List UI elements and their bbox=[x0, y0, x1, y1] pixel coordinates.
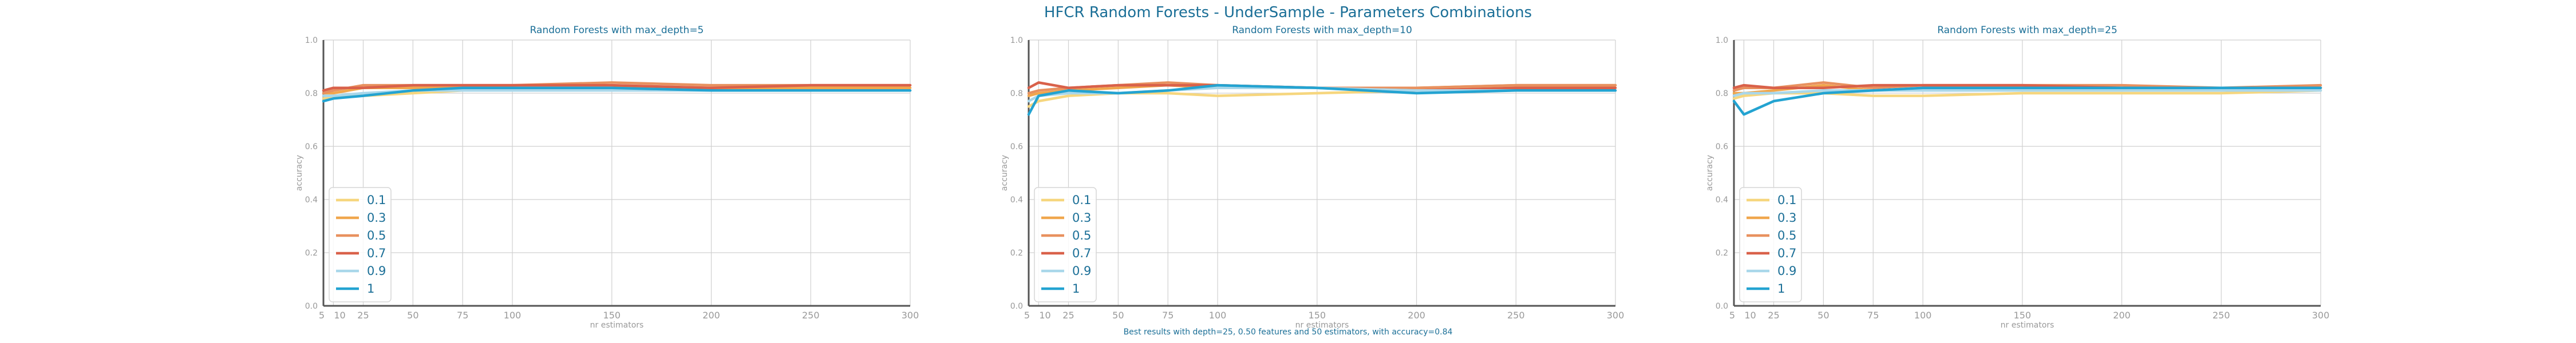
legend-label: 0.1 bbox=[1072, 193, 1091, 207]
x-tick-label: 200 bbox=[702, 310, 720, 321]
y-axis-label: accuracy bbox=[295, 155, 304, 191]
y-tick-label: 1.0 bbox=[305, 36, 318, 45]
y-axis-label: accuracy bbox=[1000, 155, 1009, 191]
x-tick-label: 250 bbox=[802, 310, 820, 321]
y-tick-label: 0.6 bbox=[305, 142, 318, 151]
series-line-0-5 bbox=[1027, 81, 1617, 95]
x-tick-label: 50 bbox=[407, 310, 418, 321]
y-axis-label: accuracy bbox=[1705, 155, 1714, 191]
x-tick-label: 75 bbox=[1867, 310, 1879, 321]
y-tick-label: 0.4 bbox=[305, 196, 318, 205]
figure-title: HFCR Random Forests - UnderSample - Para… bbox=[1044, 4, 1532, 21]
x-tick-label: 50 bbox=[1818, 310, 1829, 321]
chart-panel-2: Random Forests with max_depth=10 0.0 0.2 0.… bbox=[1000, 25, 1624, 330]
chart-panel-1: Random Forests with max_depth=5 0.0 0.2 0.4… bbox=[295, 25, 919, 330]
legend-label: 1 bbox=[367, 282, 374, 296]
x-tick-label: 10 bbox=[1039, 310, 1050, 321]
x-tick-label: 150 bbox=[603, 310, 621, 321]
legend-label: 0.9 bbox=[367, 264, 386, 278]
x-tick-label: 100 bbox=[1914, 310, 1932, 321]
legend-label: 0.5 bbox=[367, 229, 386, 242]
series-line-1 bbox=[1027, 83, 1617, 116]
x-tick-label: 300 bbox=[2312, 310, 2330, 321]
x-tick-label: 250 bbox=[1507, 310, 1525, 321]
series-line-1 bbox=[1732, 86, 2322, 116]
series-line-0-9 bbox=[1027, 86, 1617, 103]
x-tick-label: 25 bbox=[357, 310, 369, 321]
legend-label: 1 bbox=[1777, 282, 1785, 296]
x-tick-label: 5 bbox=[1729, 310, 1735, 321]
x-tick-label: 100 bbox=[504, 310, 521, 321]
x-tick-label: 10 bbox=[334, 310, 345, 321]
legend-label: 0.3 bbox=[367, 211, 386, 225]
legend-label: 0.5 bbox=[1777, 229, 1796, 242]
legend-label: 0.9 bbox=[1777, 264, 1796, 278]
legend-label: 0.9 bbox=[1072, 264, 1091, 278]
x-tick-label: 200 bbox=[1408, 310, 1425, 321]
series-line-0-7 bbox=[1027, 81, 1617, 92]
series-line-0-9 bbox=[1732, 89, 2322, 97]
y-tick-label: 0.4 bbox=[1010, 196, 1023, 205]
y-tick-label: 0.0 bbox=[1716, 302, 1728, 311]
y-tick-label: 0.0 bbox=[1010, 302, 1023, 311]
y-tick-label: 1.0 bbox=[1716, 36, 1728, 45]
y-tick-label: 0.8 bbox=[1010, 89, 1023, 98]
x-tick-label: 10 bbox=[1744, 310, 1756, 321]
series-line-0-7 bbox=[322, 83, 912, 92]
x-tick-label: 150 bbox=[1309, 310, 1326, 321]
chart-panels: Random Forests with max_depth=5 0.0 0.2 0.4… bbox=[295, 25, 2329, 330]
y-tick-label: 0.2 bbox=[1716, 249, 1728, 258]
chart-title: Random Forests with max_depth=10 bbox=[1232, 25, 1412, 36]
legend-label: 0.3 bbox=[1777, 211, 1796, 225]
x-tick-label: 25 bbox=[1768, 310, 1779, 321]
chart-title: Random Forests with max_depth=25 bbox=[1937, 25, 2117, 36]
x-tick-label: 50 bbox=[1112, 310, 1124, 321]
legend-label: 0.1 bbox=[1777, 193, 1796, 207]
y-tick-label: 0.6 bbox=[1010, 142, 1023, 151]
x-tick-label: 5 bbox=[1024, 310, 1030, 321]
legend-label: 0.3 bbox=[1072, 211, 1091, 225]
y-tick-label: 0.6 bbox=[1716, 142, 1728, 151]
x-tick-label: 75 bbox=[1162, 310, 1174, 321]
x-tick-label: 5 bbox=[319, 310, 325, 321]
y-tick-label: 0.0 bbox=[305, 302, 318, 311]
legend-label: 0.7 bbox=[367, 246, 386, 260]
series-line-1 bbox=[322, 86, 912, 103]
legend-label: 0.7 bbox=[1777, 246, 1796, 260]
x-axis-label: nr estimators bbox=[2001, 321, 2055, 330]
x-tick-label: 25 bbox=[1062, 310, 1074, 321]
x-tick-label: 100 bbox=[1209, 310, 1227, 321]
legend-box bbox=[1739, 187, 1802, 302]
legend-label: 0.1 bbox=[367, 193, 386, 207]
legend-label: 0.5 bbox=[1072, 229, 1091, 242]
x-axis-label: nr estimators bbox=[590, 321, 644, 330]
series-line-0-5 bbox=[1732, 81, 2322, 92]
best-result-caption: Best results with depth=25, 0.50 feature… bbox=[1124, 328, 1453, 337]
x-tick-label: 75 bbox=[457, 310, 468, 321]
legend-box bbox=[329, 187, 392, 302]
legend-label: 0.7 bbox=[1072, 246, 1091, 260]
x-tick-label: 150 bbox=[2014, 310, 2032, 321]
chart-title: Random Forests with max_depth=5 bbox=[530, 25, 704, 36]
chart-panel-3: Random Forests with max_depth=25 0.0 0.2 0.… bbox=[1705, 25, 2329, 330]
x-tick-label: 250 bbox=[2212, 310, 2230, 321]
x-tick-label: 200 bbox=[2113, 310, 2131, 321]
x-axis-label: nr estimators bbox=[1295, 321, 1349, 330]
y-tick-label: 0.2 bbox=[305, 249, 318, 258]
y-tick-label: 0.8 bbox=[305, 89, 318, 98]
series-line-0-1 bbox=[1732, 89, 2322, 100]
legend-label: 1 bbox=[1072, 282, 1080, 296]
y-tick-label: 0.8 bbox=[1716, 89, 1728, 98]
legend-box bbox=[1034, 187, 1097, 302]
x-tick-label: 300 bbox=[1607, 310, 1625, 321]
y-tick-label: 0.4 bbox=[1716, 196, 1728, 205]
y-tick-label: 0.2 bbox=[1010, 249, 1023, 258]
x-tick-label: 300 bbox=[902, 310, 919, 321]
y-tick-label: 1.0 bbox=[1010, 36, 1023, 45]
